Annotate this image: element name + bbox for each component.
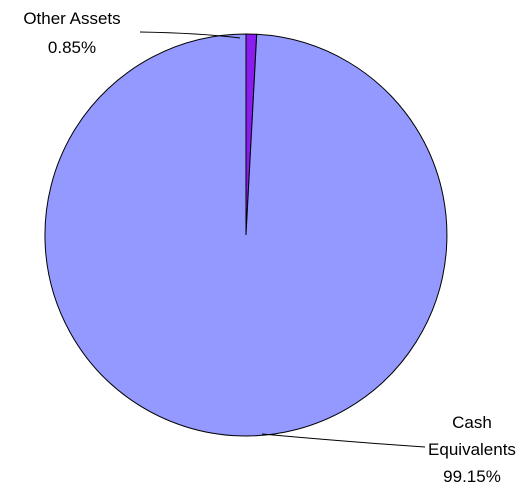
leader-line-other-assets	[139, 31, 241, 39]
slice-value-cash-equivalents: 99.15%	[443, 467, 501, 486]
slice-label-other-assets: Other Assets	[23, 9, 120, 28]
leader-line-cash-equivalents	[261, 433, 426, 448]
pie-slice-cash-equivalents	[44, 33, 448, 437]
pie-slices	[44, 33, 448, 437]
slice-value-other-assets: 0.85%	[48, 38, 96, 57]
slice-label-cash: Cash	[452, 413, 492, 432]
slice-label-equivalents: Equivalents	[428, 440, 516, 459]
